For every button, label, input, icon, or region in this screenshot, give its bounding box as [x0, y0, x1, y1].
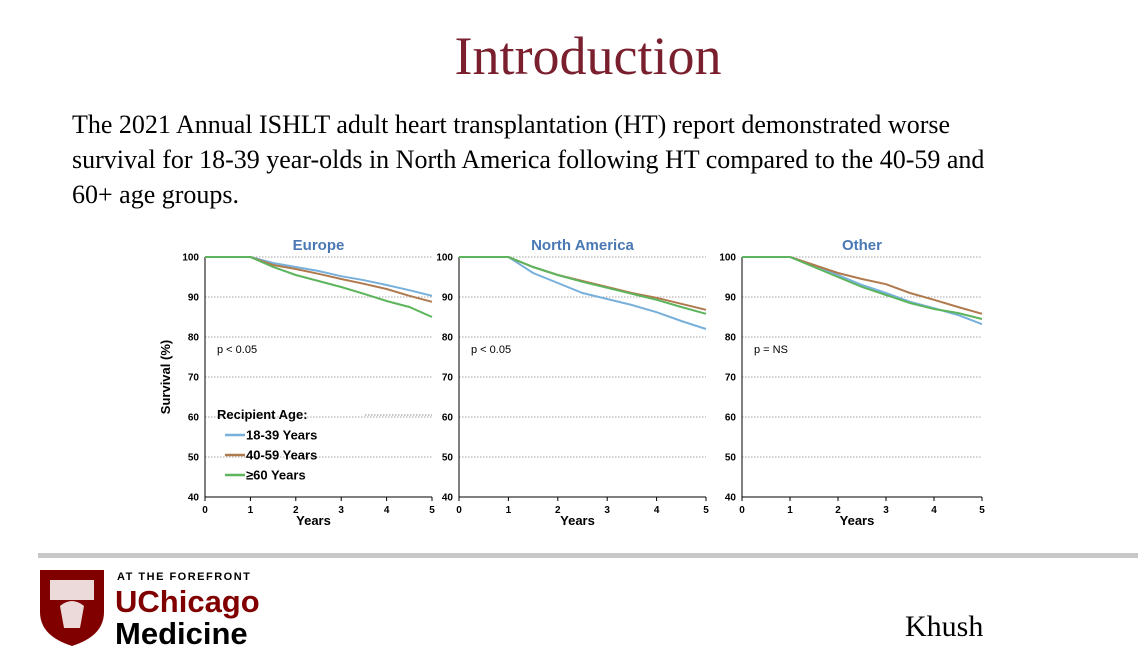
- y-tick-label: 40: [188, 493, 200, 504]
- logo-emblem: [50, 580, 94, 628]
- y-tick-label: 50: [188, 453, 200, 464]
- chart-title: Europe: [293, 237, 345, 254]
- y-tick-label: 60: [725, 413, 737, 424]
- y-tick-label: 90: [442, 293, 454, 304]
- legend-title: Recipient Age:: [217, 407, 308, 422]
- survival-line: [459, 256, 707, 330]
- survival-line: [742, 256, 983, 320]
- x-tick-label: 3: [883, 505, 889, 516]
- y-tick-label: 100: [182, 253, 199, 264]
- x-tick-label: 5: [429, 505, 435, 516]
- y-axis-label: Survival (%): [158, 340, 173, 414]
- y-tick-label: 60: [442, 413, 454, 424]
- x-tick-label: 4: [384, 505, 390, 516]
- x-tick-label: 1: [248, 505, 254, 516]
- x-axis-label: Years: [840, 513, 875, 528]
- body-text: survival for 18-39 year-olds in North Am…: [72, 145, 984, 174]
- annotation: p < 0.05: [217, 344, 257, 356]
- body-text: 60+ age groups.: [72, 180, 239, 209]
- slide-title: Introduction: [455, 26, 722, 86]
- legend-label: ≥60 Years: [246, 468, 306, 483]
- x-tick-label: 2: [555, 505, 561, 516]
- x-tick-label: 4: [654, 505, 660, 516]
- y-tick-label: 50: [725, 453, 737, 464]
- logo-tagline: AT THE FOREFRONT: [117, 571, 251, 583]
- y-tick-label: 80: [725, 333, 737, 344]
- y-tick-label: 70: [442, 373, 454, 384]
- y-tick-label: 60: [188, 413, 200, 424]
- legend-label: 18-39 Years: [246, 428, 317, 443]
- x-tick-label: 0: [739, 505, 745, 516]
- y-tick-label: 80: [188, 333, 200, 344]
- survival-line: [459, 256, 707, 311]
- logo-name: Medicine: [115, 616, 248, 649]
- x-tick-label: 0: [456, 505, 462, 516]
- survival-line: [459, 256, 707, 315]
- x-axis-label: Years: [560, 513, 595, 528]
- y-tick-label: 100: [719, 253, 736, 264]
- y-tick-label: 90: [725, 293, 737, 304]
- x-tick-label: 3: [338, 505, 344, 516]
- y-tick-label: 90: [188, 293, 200, 304]
- chart-title: Other: [842, 237, 882, 254]
- y-tick-label: 100: [436, 253, 453, 264]
- divider: [38, 553, 1138, 558]
- x-tick-label: 4: [931, 505, 937, 516]
- y-tick-label: 50: [442, 453, 454, 464]
- x-tick-label: 0: [202, 505, 208, 516]
- x-tick-label: 1: [506, 505, 512, 516]
- y-tick-label: 40: [442, 493, 454, 504]
- x-tick-label: 5: [979, 505, 985, 516]
- x-tick-label: 5: [703, 505, 709, 516]
- legend-label: 40-59 Years: [246, 448, 317, 463]
- survival-line: [205, 256, 433, 303]
- y-tick-label: 80: [442, 333, 454, 344]
- author: Khush: [905, 610, 983, 643]
- y-tick-label: 70: [188, 373, 200, 384]
- chart-title: North America: [531, 237, 634, 254]
- x-tick-label: 2: [835, 505, 841, 516]
- survival-line: [205, 256, 433, 318]
- x-tick-label: 1: [787, 505, 793, 516]
- x-axis-label: Years: [296, 513, 331, 528]
- y-tick-label: 70: [725, 373, 737, 384]
- x-tick-label: 2: [293, 505, 299, 516]
- survival-line: [742, 256, 983, 326]
- survival-line: [205, 256, 433, 297]
- logo-name: UChicago: [115, 584, 260, 619]
- annotation: p < 0.05: [471, 344, 511, 356]
- body-text: The 2021 Annual ISHLT adult heart transp…: [72, 110, 950, 139]
- annotation: p = NS: [754, 344, 788, 356]
- x-tick-label: 3: [604, 505, 610, 516]
- y-tick-label: 40: [725, 493, 737, 504]
